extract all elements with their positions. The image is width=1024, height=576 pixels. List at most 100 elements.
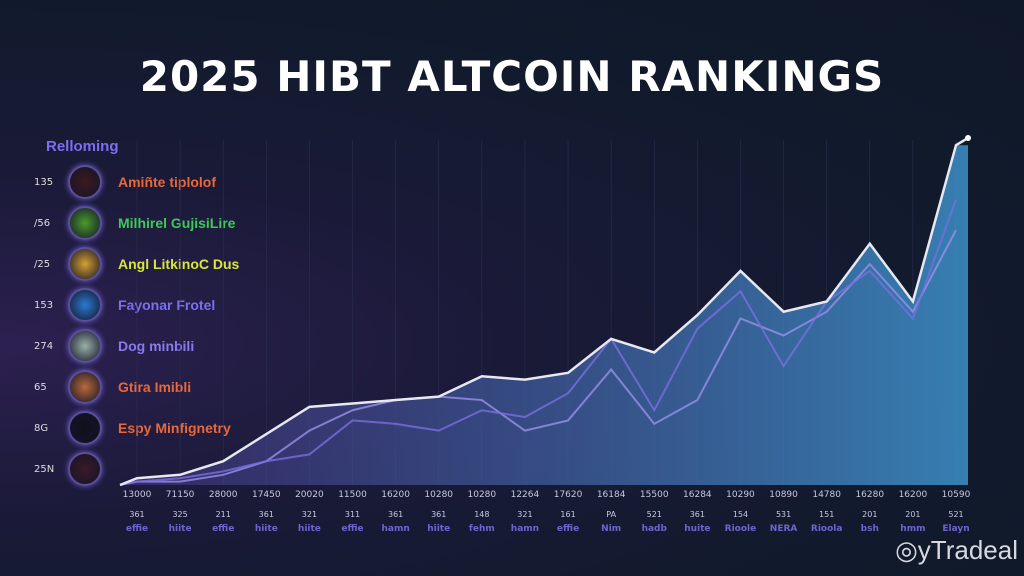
legend-label: Angl LitkinoC Dus bbox=[118, 256, 240, 272]
x-tick-label: 325 bbox=[172, 510, 188, 519]
chart-title: 2025 HIBT ALTCOIN RANKINGS bbox=[139, 52, 885, 101]
legend-item: 135 Amiñte tiplolof bbox=[34, 162, 216, 202]
legend-item: 65 Gtira Imibli bbox=[34, 367, 191, 407]
x-tick-label: 16184 bbox=[596, 490, 626, 500]
legend-label: Milhirel GujisiLire bbox=[118, 215, 236, 231]
legend-label: Fayonar Frotel bbox=[118, 297, 216, 313]
watermark-text: yTradeal bbox=[917, 535, 1018, 565]
x-tick-label: 361 bbox=[689, 510, 705, 519]
x-tick-label: 521 bbox=[646, 510, 662, 519]
coin-icon bbox=[68, 411, 102, 445]
x-tick-label: 161 bbox=[560, 510, 576, 519]
legend-item: 153 Fayonar Frotel bbox=[34, 285, 215, 325]
x-tick-label: 201 bbox=[862, 510, 878, 519]
x-tick-label: 311 bbox=[344, 510, 361, 519]
legend-item: /25 Angl LitkinoC Dus bbox=[34, 244, 239, 284]
coin-icon bbox=[68, 329, 102, 363]
legend-label: Espy Minfignetry bbox=[118, 420, 231, 436]
legend-rank: 8G bbox=[34, 422, 49, 434]
x-tick-label: Nim bbox=[601, 524, 622, 534]
end-point bbox=[965, 135, 971, 141]
x-tick-label: hamn bbox=[381, 524, 410, 534]
x-tick-label: 201 bbox=[905, 510, 921, 519]
x-tick-label: hamn bbox=[510, 524, 540, 534]
x-tick-label: 10280 bbox=[467, 490, 497, 500]
x-tick-label: 11500 bbox=[338, 490, 367, 500]
legend-label: Gtira Imibli bbox=[118, 379, 192, 395]
series-line-white bbox=[119, 136, 969, 487]
x-tick-label: 17620 bbox=[553, 490, 583, 500]
x-tick-label: 361 bbox=[129, 510, 145, 519]
coin-icon bbox=[68, 370, 102, 404]
legend-title: Relloming bbox=[46, 138, 119, 155]
logo-icon: ◎ bbox=[895, 535, 918, 565]
legend-rank: 135 bbox=[34, 176, 54, 188]
x-tick-label: 16200 bbox=[381, 490, 410, 500]
x-tick-label: 71150 bbox=[165, 490, 195, 500]
x-tick-label: 10590 bbox=[941, 490, 971, 500]
x-tick-label: NERA bbox=[769, 524, 798, 534]
x-tick-label: 531 bbox=[775, 510, 792, 519]
watermark: ◎yTradeal bbox=[895, 535, 1018, 566]
x-tick-label: 14780 bbox=[812, 490, 841, 500]
coin-icon bbox=[68, 206, 102, 240]
x-tick-label: fehm bbox=[468, 524, 495, 534]
legend-rank: 153 bbox=[34, 299, 54, 311]
x-tick-label: Rioola bbox=[810, 524, 843, 534]
x-tick-label: huite bbox=[684, 524, 711, 534]
legend-rank: 65 bbox=[34, 381, 47, 393]
x-tick-label: Rioole bbox=[724, 524, 757, 534]
x-tick-label: hmm bbox=[900, 524, 926, 534]
x-tick-label: 12264 bbox=[510, 490, 540, 500]
x-tick-label: 13000 bbox=[122, 490, 152, 500]
area-fill bbox=[120, 145, 968, 486]
x-tick-label: hiite bbox=[297, 524, 321, 534]
series-line-purple bbox=[119, 199, 957, 486]
legend-item: 25N bbox=[34, 449, 118, 489]
x-tick-label: bsh bbox=[860, 524, 879, 534]
x-tick-label: 211 bbox=[215, 510, 231, 519]
x-tick-label: 321 bbox=[517, 510, 533, 519]
series-line-lavender bbox=[119, 229, 957, 486]
x-tick-label: 521 bbox=[948, 510, 964, 519]
legend-rank: 274 bbox=[34, 340, 54, 352]
legend-item: /56 Milhirel GujisiLire bbox=[34, 203, 235, 243]
x-tick-label: 15500 bbox=[639, 490, 669, 500]
legend-item: 274 Dog minbili bbox=[34, 326, 194, 366]
x-tick-label: 361 bbox=[431, 510, 447, 519]
x-tick-label: hiite bbox=[427, 524, 451, 534]
legend-rank: /25 bbox=[34, 258, 51, 270]
coin-icon bbox=[68, 288, 102, 322]
x-tick-label: 361 bbox=[258, 510, 274, 519]
x-tick-label: 16280 bbox=[855, 490, 885, 500]
x-tick-label: 151 bbox=[819, 510, 835, 519]
legend-label: Amiñte tiplolof bbox=[118, 174, 216, 190]
x-tick-label: PA bbox=[606, 510, 617, 519]
x-tick-label: 10890 bbox=[769, 490, 798, 500]
x-tick-label: 20020 bbox=[295, 490, 324, 500]
x-tick-label: effie bbox=[125, 524, 149, 534]
x-tick-label: 17450 bbox=[251, 490, 281, 500]
x-tick-label: 361 bbox=[387, 510, 404, 519]
x-tick-label: 154 bbox=[732, 510, 749, 519]
x-tick-label: 321 bbox=[301, 510, 318, 519]
x-tick-label: hiite bbox=[254, 524, 278, 534]
x-tick-label: 10280 bbox=[424, 490, 454, 500]
x-tick-label: effie bbox=[556, 524, 580, 534]
x-tick-label: effie bbox=[341, 524, 364, 534]
coin-icon bbox=[68, 247, 102, 281]
x-tick-label: 10290 bbox=[726, 490, 755, 500]
x-tick-label: 16200 bbox=[898, 490, 928, 500]
x-tick-label: hiite bbox=[168, 524, 192, 534]
x-tick-label: 148 bbox=[474, 510, 490, 519]
legend-item: 8G Espy Minfignetry bbox=[34, 408, 231, 448]
x-tick-label: 28000 bbox=[208, 490, 238, 500]
x-tick-label: 16284 bbox=[683, 490, 712, 500]
x-tick-label: effie bbox=[212, 524, 235, 534]
coin-icon bbox=[68, 165, 102, 199]
legend-rank: /56 bbox=[34, 217, 51, 229]
x-tick-label: Elayn bbox=[942, 524, 970, 534]
x-tick-label: hadb bbox=[641, 524, 667, 534]
legend-rank: 25N bbox=[34, 463, 55, 475]
